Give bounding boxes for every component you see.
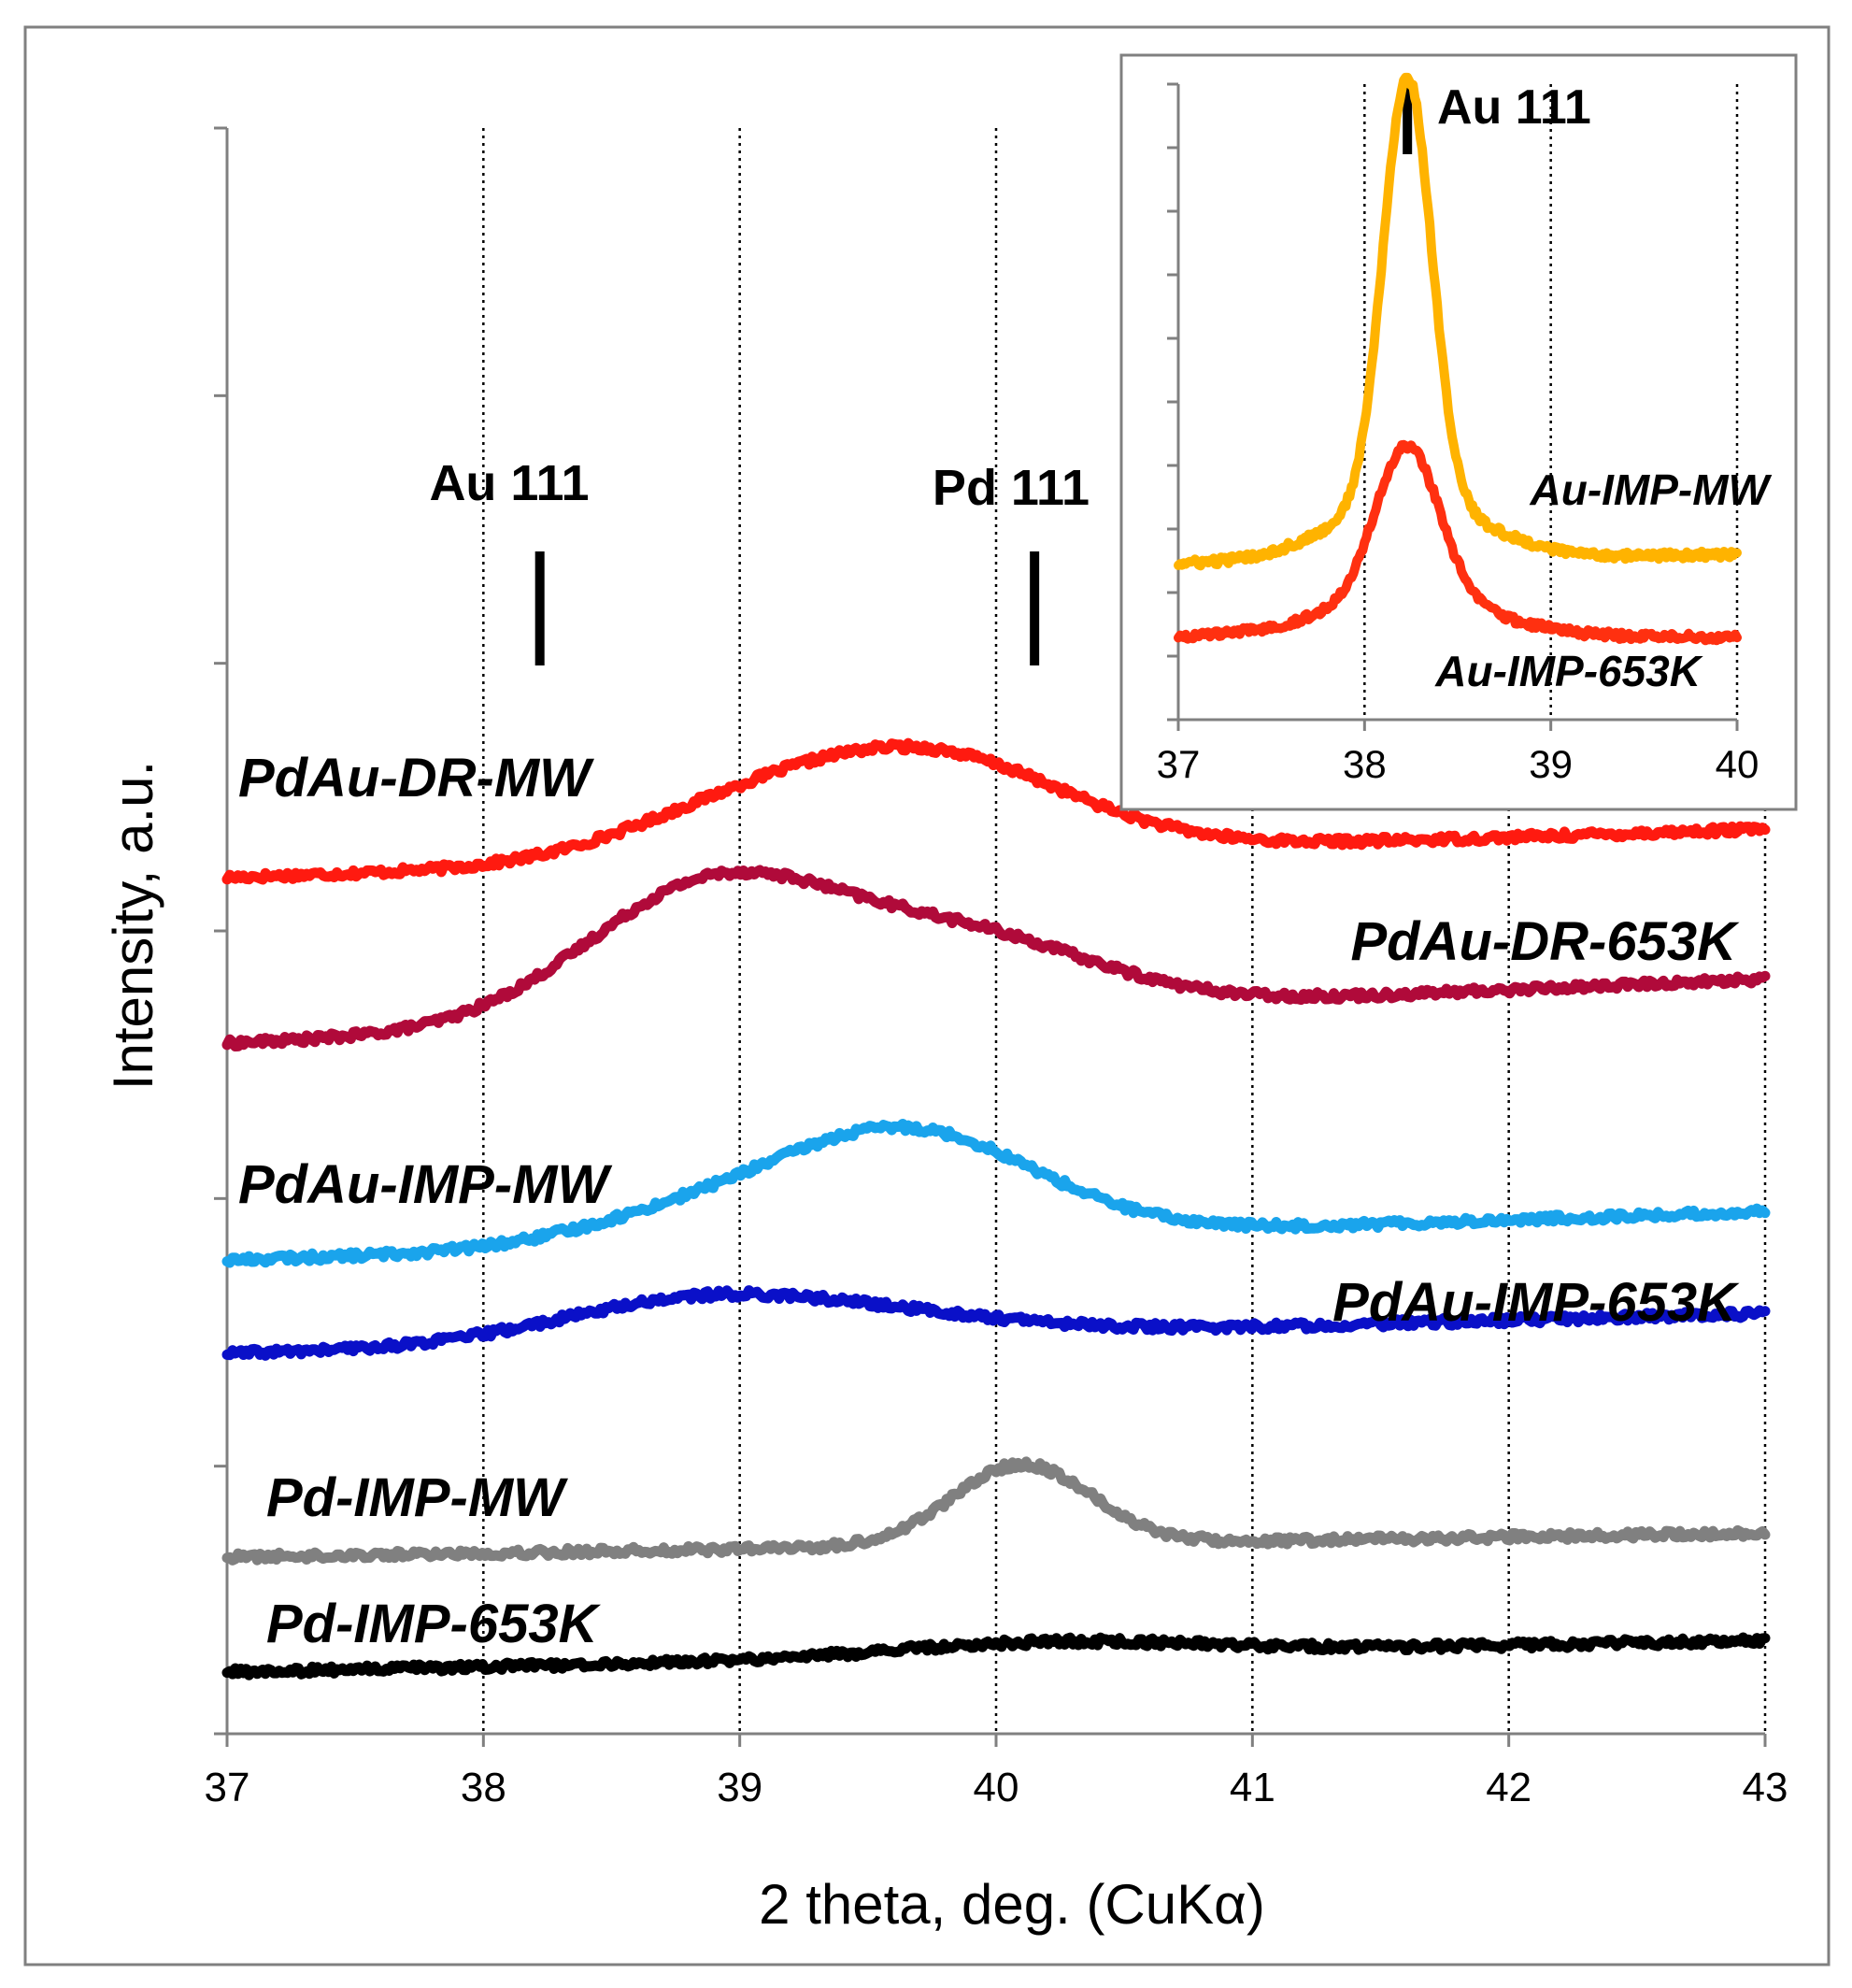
label-pdau-dr-653k: PdAu-DR-653K [1351,911,1741,972]
series-line-pd-imp-653k [221,1632,1771,1681]
main-axes [214,126,1767,1747]
label-au-imp-mw: Au-IMP-MW [1530,465,1773,514]
main-series [221,737,1771,1681]
x-tick-label-39: 39 [1529,742,1573,786]
x-tick-label-39: 39 [717,1765,762,1810]
x-tick-label-43: 43 [1743,1765,1788,1810]
series-line-pdau-dr-mw [221,737,1771,885]
x-tick-label-38: 38 [1343,742,1387,786]
label-pd-imp-653k: Pd-IMP-653K [266,1594,602,1654]
inset-plot: 37 38 39 40 Au 111 Au-IMP-MW Au-IMP-653K [1119,53,1798,811]
inset-au111-peak-label: Au 111 [1437,80,1591,135]
series-line-au-imp-mw [1174,72,1742,571]
series-line-pdau-imp-653k [221,1285,1771,1361]
main-peak-markers [534,551,1040,665]
series-line-pd-imp-mw [221,1456,1771,1566]
inset-axes [1167,82,1739,731]
main-plot: 37 38 39 40 41 42 43 2 theta, deg. (CuKα) Inte… [102,126,1788,1936]
x-tick-label-41: 41 [1230,1765,1275,1810]
series-line-au-imp-653k [1174,439,1742,646]
pd111-peak-label: Pd 111 [933,460,1090,516]
inset-series [1174,72,1742,646]
x-axis-title: 2 theta, deg. (CuKα) [759,1873,1265,1936]
label-pdau-imp-mw: PdAu-IMP-MW [238,1154,612,1215]
x-tick-label-38: 38 [461,1765,506,1810]
x-tick-label-40: 40 [1716,742,1759,786]
label-pdau-imp-653k: PdAu-IMP-653K [1332,1272,1740,1333]
label-pdau-dr-mw: PdAu-DR-MW [238,748,594,808]
x-tick-label-42: 42 [1486,1765,1531,1810]
inset-gridlines [1363,84,1739,720]
x-tick-label-40: 40 [974,1765,1019,1810]
x-tick-label-37: 37 [1157,742,1201,786]
series-line-pdau-imp-mw [221,1119,1771,1268]
y-axis-title: Intensity, a.u. [102,761,164,1090]
label-au-imp-653k: Au-IMP-653K [1434,647,1702,695]
series-line-pdau-dr-653k [221,865,1771,1051]
inset-x-tick-labels: 37 38 39 40 [1157,742,1759,786]
x-tick-label-37: 37 [205,1765,250,1810]
au111-peak-label: Au 111 [429,455,589,511]
main-x-tick-labels: 37 38 39 40 41 42 43 [205,1765,1788,1810]
label-pd-imp-mw: Pd-IMP-MW [266,1467,568,1528]
inset-frame [1119,53,1798,811]
